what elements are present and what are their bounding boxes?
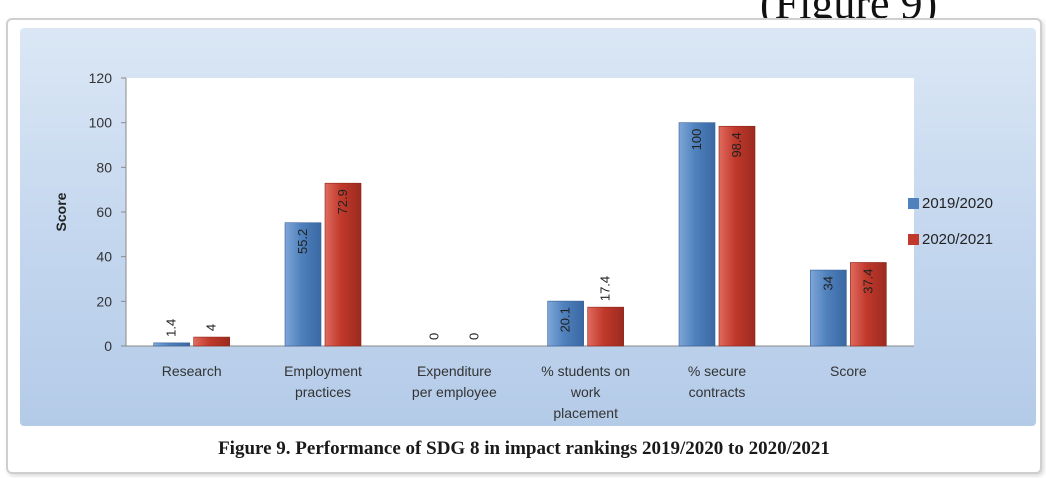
y-tick-label: 0 (104, 338, 112, 354)
x-tick-label: placement (553, 405, 618, 421)
x-tick-label: practices (295, 384, 351, 400)
bar-2019-2020-5 (810, 269, 847, 347)
x-tick-label: % secure (688, 363, 747, 379)
data-label: 20.1 (558, 307, 573, 332)
bar-2019-2020-0 (153, 342, 190, 347)
bar-2019-2020-3 (547, 300, 584, 347)
data-label: 0 (426, 333, 441, 340)
data-label: 17.4 (598, 276, 613, 301)
data-label: 98.4 (729, 132, 744, 157)
bar-2020-2021-5 (850, 262, 887, 347)
data-label: 0 (466, 333, 481, 340)
x-axis-labels: Research Employment practices Expenditure pe… (162, 363, 867, 421)
data-label: 55.2 (295, 229, 310, 254)
bar-2020-2021-1 (324, 182, 362, 347)
y-tick-label: 100 (89, 115, 113, 131)
bar-2020-2021-3 (587, 306, 624, 347)
legend-label: 2020/2021 (922, 231, 993, 248)
data-label: 37.4 (860, 268, 875, 293)
legend-label: 2019/2020 (922, 195, 993, 212)
bar-2020-2021-0 (193, 336, 230, 347)
data-label: 72.9 (335, 189, 350, 214)
y-tick-label: 40 (96, 249, 112, 265)
data-label: 34 (820, 276, 835, 290)
x-tick-label: Expenditure (417, 363, 492, 379)
x-tick-label: work (570, 384, 602, 400)
x-tick-label: contracts (689, 384, 746, 400)
plot-area (126, 78, 914, 346)
x-tick-label: Score (830, 363, 867, 379)
x-tick-label: Research (162, 363, 222, 379)
bars-group: 1.4 4 55.2 72.9 0 0 20.1 17.4 100 98.4 34 37.4 (153, 122, 887, 347)
data-label: 4 (204, 324, 219, 331)
data-label: 100 (689, 129, 704, 151)
bar-2020-2021-4 (718, 125, 756, 347)
figure-caption: Figure 9. Performance of SDG 8 in impact… (218, 438, 830, 459)
x-tick-label: per employee (412, 384, 497, 400)
data-label: 1.4 (164, 319, 179, 337)
y-tick-label: 60 (96, 204, 112, 220)
legend-swatch (908, 198, 919, 209)
y-tick-label: 80 (96, 159, 112, 175)
y-tick-label: 120 (89, 70, 113, 86)
legend: 2019/2020 2020/2021 (908, 195, 993, 248)
x-tick-label: % students on (541, 363, 630, 379)
y-tick-label: 20 (96, 293, 112, 309)
bar-2019-2020-1 (284, 222, 322, 347)
bar-2019-2020-4 (678, 122, 716, 347)
legend-swatch (908, 234, 919, 245)
x-tick-label: Employment (284, 363, 362, 379)
y-axis-title: Score (53, 192, 69, 231)
